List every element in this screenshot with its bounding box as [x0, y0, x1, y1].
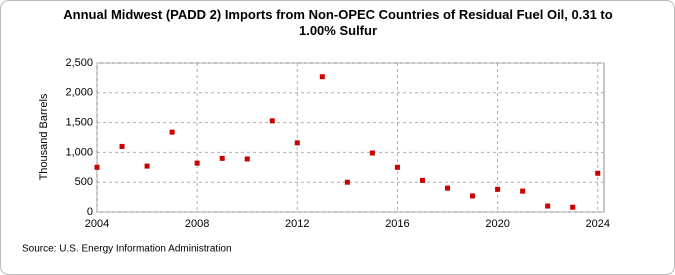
y-tick-label: 0 [87, 206, 93, 218]
y-tick-label: 1,000 [65, 146, 93, 158]
x-tick-label: 2020 [485, 218, 509, 230]
point [570, 204, 576, 210]
y-axis-label: Thousand Barrels [38, 93, 50, 180]
point [319, 74, 325, 80]
point [244, 156, 250, 162]
point [470, 193, 476, 199]
point [94, 164, 100, 170]
point [419, 177, 425, 183]
point [394, 164, 400, 170]
x-tick-label: 2024 [585, 218, 609, 230]
y-tick-label: 2,500 [65, 57, 93, 69]
y-tick-label: 2,000 [65, 87, 93, 99]
y-tick-label: 1,500 [65, 117, 93, 129]
point [495, 186, 501, 192]
plot-area [96, 62, 605, 213]
chart-title: Annual Midwest (PADD 2) Imports from Non… [63, 7, 612, 38]
x-tick-label: 2012 [285, 218, 309, 230]
point [369, 150, 375, 156]
point [144, 163, 150, 169]
x-tick-label: 2016 [385, 218, 409, 230]
point [344, 179, 350, 185]
point [445, 185, 451, 191]
point [269, 118, 275, 124]
point [194, 160, 200, 166]
point [595, 170, 601, 176]
point [119, 143, 125, 149]
y-tick-label: 500 [75, 176, 93, 188]
point [169, 129, 175, 135]
point [520, 188, 526, 194]
x-tick-label: 2008 [185, 218, 209, 230]
point [545, 203, 551, 209]
source-note: Source: U.S. Energy Information Administ… [22, 244, 232, 255]
point [294, 140, 300, 146]
x-tick-label: 2004 [85, 218, 109, 230]
point [219, 155, 225, 161]
